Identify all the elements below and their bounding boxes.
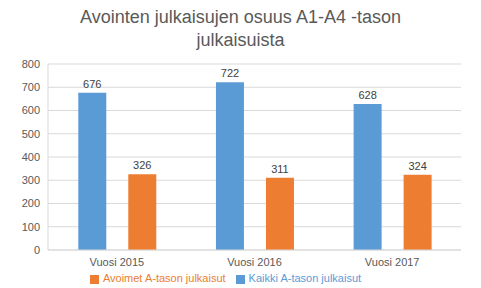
- svg-text:326: 326: [133, 159, 151, 171]
- svg-text:300: 300: [22, 174, 40, 186]
- svg-text:400: 400: [22, 151, 40, 163]
- svg-text:500: 500: [22, 128, 40, 140]
- svg-text:Vuosi 2015: Vuosi 2015: [90, 256, 145, 268]
- svg-text:800: 800: [22, 58, 40, 70]
- svg-text:200: 200: [22, 197, 40, 209]
- svg-text:600: 600: [22, 104, 40, 116]
- svg-text:100: 100: [22, 221, 40, 233]
- svg-text:700: 700: [22, 81, 40, 93]
- svg-text:Vuosi 2017: Vuosi 2017: [365, 256, 420, 268]
- svg-text:Vuosi 2016: Vuosi 2016: [227, 256, 282, 268]
- html-text:Avointen julkaisujen osuus A1-: Avointen julkaisujen osuus A1-A4 -tason …: [80, 7, 401, 50]
- svg-text:0: 0: [34, 244, 40, 256]
- svg-text:676: 676: [83, 78, 101, 90]
- svg-text:324: 324: [408, 160, 426, 172]
- svg-text:311: 311: [271, 163, 289, 175]
- svg-text:722: 722: [221, 67, 239, 79]
- svg-text:628: 628: [358, 89, 376, 101]
- html-text:Avoimet A-tason julkaisut: Avoimet A-tason julkaisut: [102, 272, 226, 284]
- html-text:Kaikki A-tason julkaisut: Kaikki A-tason julkaisut: [248, 272, 362, 284]
